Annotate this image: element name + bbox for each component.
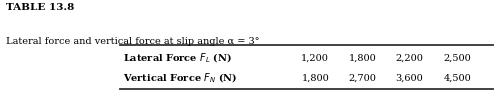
Text: 1,800: 1,800 <box>348 54 376 63</box>
Text: 1,800: 1,800 <box>301 74 329 83</box>
Text: 1,200: 1,200 <box>301 54 329 63</box>
Text: Vertical Force $F_N$ (N): Vertical Force $F_N$ (N) <box>123 72 237 85</box>
Text: TABLE 13.8: TABLE 13.8 <box>6 3 74 12</box>
Text: 4,500: 4,500 <box>444 74 471 83</box>
Text: 2,200: 2,200 <box>396 54 423 63</box>
Text: 2,500: 2,500 <box>444 54 471 63</box>
Text: Lateral force and vertical force at slip angle α = 3°: Lateral force and vertical force at slip… <box>6 37 259 46</box>
Text: Lateral Force $F_L$ (N): Lateral Force $F_L$ (N) <box>123 52 232 65</box>
Text: 3,600: 3,600 <box>396 74 423 83</box>
Text: 2,700: 2,700 <box>348 74 376 83</box>
